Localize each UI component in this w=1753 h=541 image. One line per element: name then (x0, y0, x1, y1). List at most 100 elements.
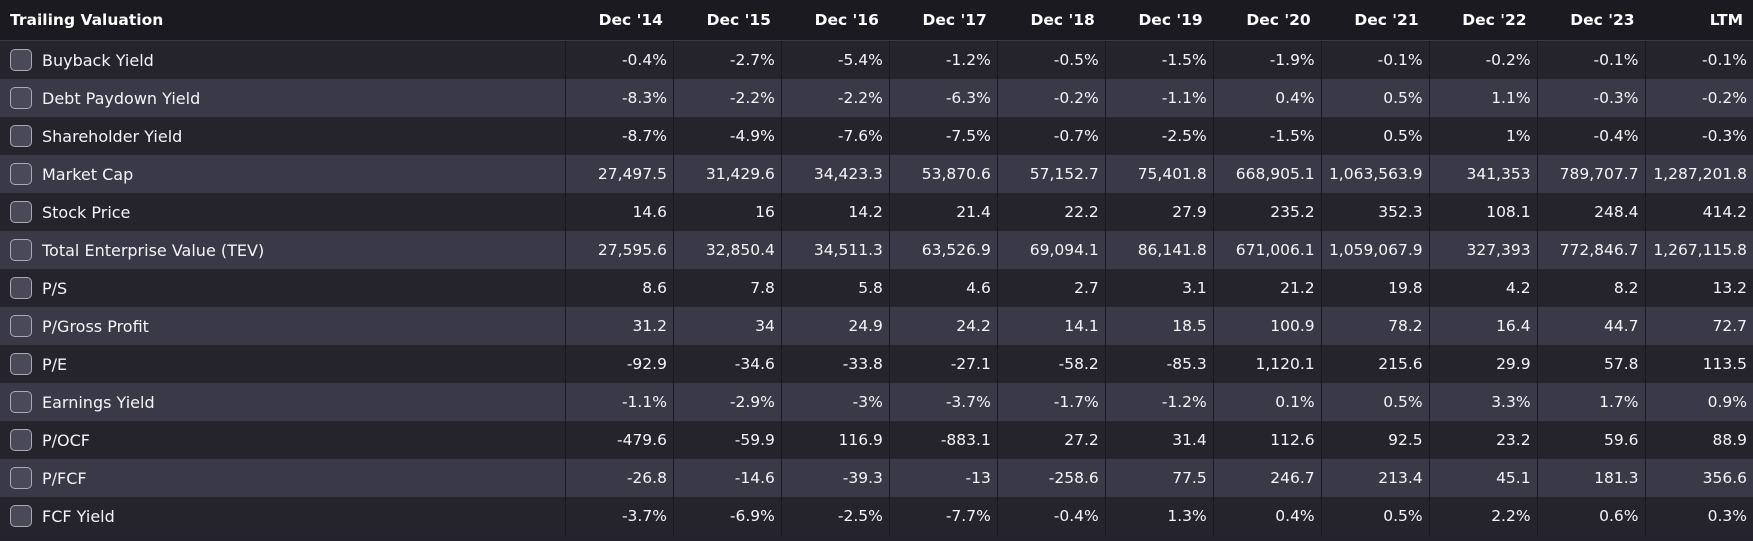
table-row: Shareholder Yield -8.7% -4.9% -7.6% -7.5% -0.… (0, 117, 1753, 155)
row-label-cell: Stock Price (0, 193, 566, 231)
row-label-cell: P/OCF (0, 421, 566, 459)
row-select-checkbox[interactable] (10, 277, 32, 299)
value-cell: 21.4 (889, 193, 998, 231)
value-cell: -883.1 (889, 421, 998, 459)
value-cell: 2.2% (1429, 497, 1538, 535)
table-body: Buyback Yield -0.4% -2.7% -5.4% -1.2% -0.5% -1… (0, 40, 1753, 535)
column-header[interactable]: Dec '21 (1321, 0, 1430, 41)
table-row: Buyback Yield -0.4% -2.7% -5.4% -1.2% -0.5% -1… (0, 40, 1753, 79)
row-select-checkbox[interactable] (10, 49, 32, 71)
row-select-checkbox[interactable] (10, 353, 32, 375)
table-row: Earnings Yield -1.1% -2.9% -3% -3.7% -1.7% -1.… (0, 383, 1753, 421)
value-cell: 1,267,115.8 (1653, 241, 1747, 259)
column-header[interactable]: LTM (1645, 0, 1753, 41)
value-cell: -0.5% (997, 40, 1106, 79)
value-cell: -39.3 (781, 459, 890, 497)
value-cell: 5.8 (781, 269, 890, 307)
value-cell: 88.9 (1712, 431, 1747, 449)
value-cell: 8.2 (1537, 269, 1646, 307)
value-cell: 235.2 (1213, 193, 1322, 231)
value-cell: 789,707.7 (1537, 155, 1646, 193)
column-header[interactable]: Dec '17 (889, 0, 998, 41)
column-header[interactable]: Dec '22 (1429, 0, 1538, 41)
value-cell: 19.8 (1321, 269, 1430, 307)
value-cell: 327,393 (1429, 231, 1538, 269)
value-cell: -0.1% (1321, 40, 1430, 79)
value-cell: 27.2 (997, 421, 1106, 459)
value-cell: 32,850.4 (673, 231, 782, 269)
value-cell: -92.9 (565, 345, 674, 383)
value-cell: 0.3% (1707, 507, 1747, 525)
value-cell: 215.6 (1321, 345, 1430, 383)
value-cell: 3.1 (1105, 269, 1214, 307)
row-label: Total Enterprise Value (TEV) (42, 240, 265, 260)
row-label-wrap: P/OCF (10, 429, 559, 451)
value-cell: -0.2% (1429, 40, 1538, 79)
column-header[interactable]: Dec '14 (565, 0, 674, 41)
value-cell: 14.1 (997, 307, 1106, 345)
row-label: P/FCF (42, 468, 87, 488)
value-cell: 0.1% (1213, 383, 1322, 421)
table-row: Stock Price 14.6 16 14.2 21.4 22.2 27.9 235.2 35… (0, 193, 1753, 231)
value-cell: -34.6 (673, 345, 782, 383)
value-cell: -1.2% (889, 40, 998, 79)
row-label: Buyback Yield (42, 50, 154, 70)
table-header-row: Trailing Valuation Dec '14 Dec '15 Dec '16… (0, 0, 1753, 41)
value-cell: -0.1% (1702, 51, 1747, 69)
value-cell: 23.2 (1429, 421, 1538, 459)
column-header[interactable]: Dec '15 (673, 0, 782, 41)
row-select-checkbox[interactable] (10, 315, 32, 337)
value-cell: 57.8 (1537, 345, 1646, 383)
row-select-checkbox[interactable] (10, 239, 32, 261)
value-cell: 1,063,563.9 (1321, 155, 1430, 193)
value-cell: -258.6 (997, 459, 1106, 497)
value-cell: -1.7% (997, 383, 1106, 421)
value-cell: -479.6 (565, 421, 674, 459)
value-cell: 27,497.5 (565, 155, 674, 193)
table-row: Total Enterprise Value (TEV) 27,595.6 32,8… (0, 231, 1753, 269)
value-cell: 0.5% (1321, 383, 1430, 421)
value-cell: 1,059,067.9 (1321, 231, 1430, 269)
column-header[interactable]: Dec '23 (1537, 0, 1646, 41)
row-label: Market Cap (42, 164, 134, 184)
value-cell: 75,401.8 (1105, 155, 1214, 193)
column-header[interactable]: Dec '16 (781, 0, 890, 41)
row-label: Earnings Yield (42, 392, 155, 412)
column-header[interactable]: Dec '19 (1105, 0, 1214, 41)
row-select-checkbox[interactable] (10, 201, 32, 223)
value-cell: 0.5% (1321, 497, 1430, 535)
value-cell: -1.1% (565, 383, 674, 421)
row-select-checkbox[interactable] (10, 163, 32, 185)
value-cell: 248.4 (1537, 193, 1646, 231)
row-select-checkbox[interactable] (10, 391, 32, 413)
row-label-cell: Earnings Yield (0, 383, 566, 421)
value-cell: 34 (673, 307, 782, 345)
row-select-checkbox[interactable] (10, 87, 32, 109)
value-cell: -85.3 (1105, 345, 1214, 383)
column-header[interactable]: Dec '20 (1213, 0, 1322, 41)
value-cell: -1.2% (1105, 383, 1214, 421)
value-cell: -0.3% (1537, 79, 1646, 117)
value-cell: -7.7% (889, 497, 998, 535)
value-cell: 78.2 (1321, 307, 1430, 345)
value-cell: 1.3% (1105, 497, 1214, 535)
value-cell: 77.5 (1105, 459, 1214, 497)
value-cell: 27,595.6 (565, 231, 674, 269)
row-select-checkbox[interactable] (10, 429, 32, 451)
row-label-wrap: P/S (10, 277, 559, 299)
value-cell: 27.9 (1105, 193, 1214, 231)
value-cell: -0.1% (1537, 40, 1646, 79)
value-cell: -8.7% (565, 117, 674, 155)
row-select-checkbox[interactable] (10, 467, 32, 489)
value-cell: 31.4 (1105, 421, 1214, 459)
value-cell: 63,526.9 (889, 231, 998, 269)
row-select-checkbox[interactable] (10, 505, 32, 527)
row-label-wrap: Shareholder Yield (10, 125, 559, 147)
value-cell: 7.8 (673, 269, 782, 307)
column-header[interactable]: Dec '18 (997, 0, 1106, 41)
row-select-checkbox[interactable] (10, 125, 32, 147)
value-cell: -2.5% (1105, 117, 1214, 155)
value-cell: -2.7% (673, 40, 782, 79)
table-title: Trailing Valuation (0, 0, 566, 41)
value-cell: 0.6% (1537, 497, 1646, 535)
